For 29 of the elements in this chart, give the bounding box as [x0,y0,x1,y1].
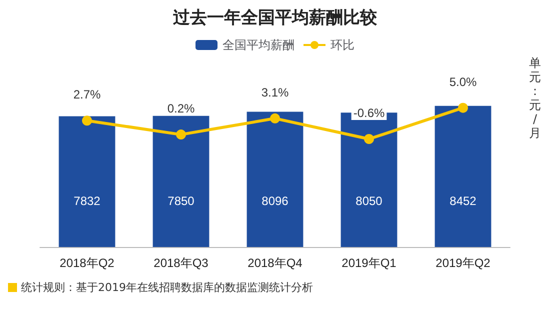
bar [246,112,304,247]
x-tick-label: 2018年Q4 [248,256,303,270]
x-tick-label: 2018年Q3 [154,256,209,270]
x-tick-label: 2019年Q2 [436,256,491,270]
point [270,113,280,124]
data-label: 2.7% [73,88,101,102]
text: 单元：元/月 [528,56,542,140]
data-label: 0.2% [167,102,195,116]
point [82,116,92,126]
x-tick-label: 2018年Q2 [60,256,115,270]
bar [152,116,210,247]
data-label: 8452 [450,194,477,208]
data-label: 7832 [74,194,101,208]
bar [434,106,492,247]
point [458,102,468,113]
point [176,130,186,140]
bar [58,116,116,247]
text: 统计规则：基于2019年在线招聘数据库的数据监测统计分析 [21,280,313,295]
chart-title: 过去一年全国平均薪酬比较 [172,8,378,27]
legend-label: 环比 [330,38,354,52]
point [364,134,374,144]
x-tick-label: 2019年Q1 [342,256,397,270]
data-label: 3.1% [261,85,289,100]
data-label: -0.6% [353,106,385,120]
data-label: 8050 [356,194,383,208]
data-label: 8096 [262,194,289,208]
legend-label: 全国平均薪酬 [222,38,294,52]
data-label: 5.0% [449,74,477,89]
data-label: 7850 [168,194,195,208]
